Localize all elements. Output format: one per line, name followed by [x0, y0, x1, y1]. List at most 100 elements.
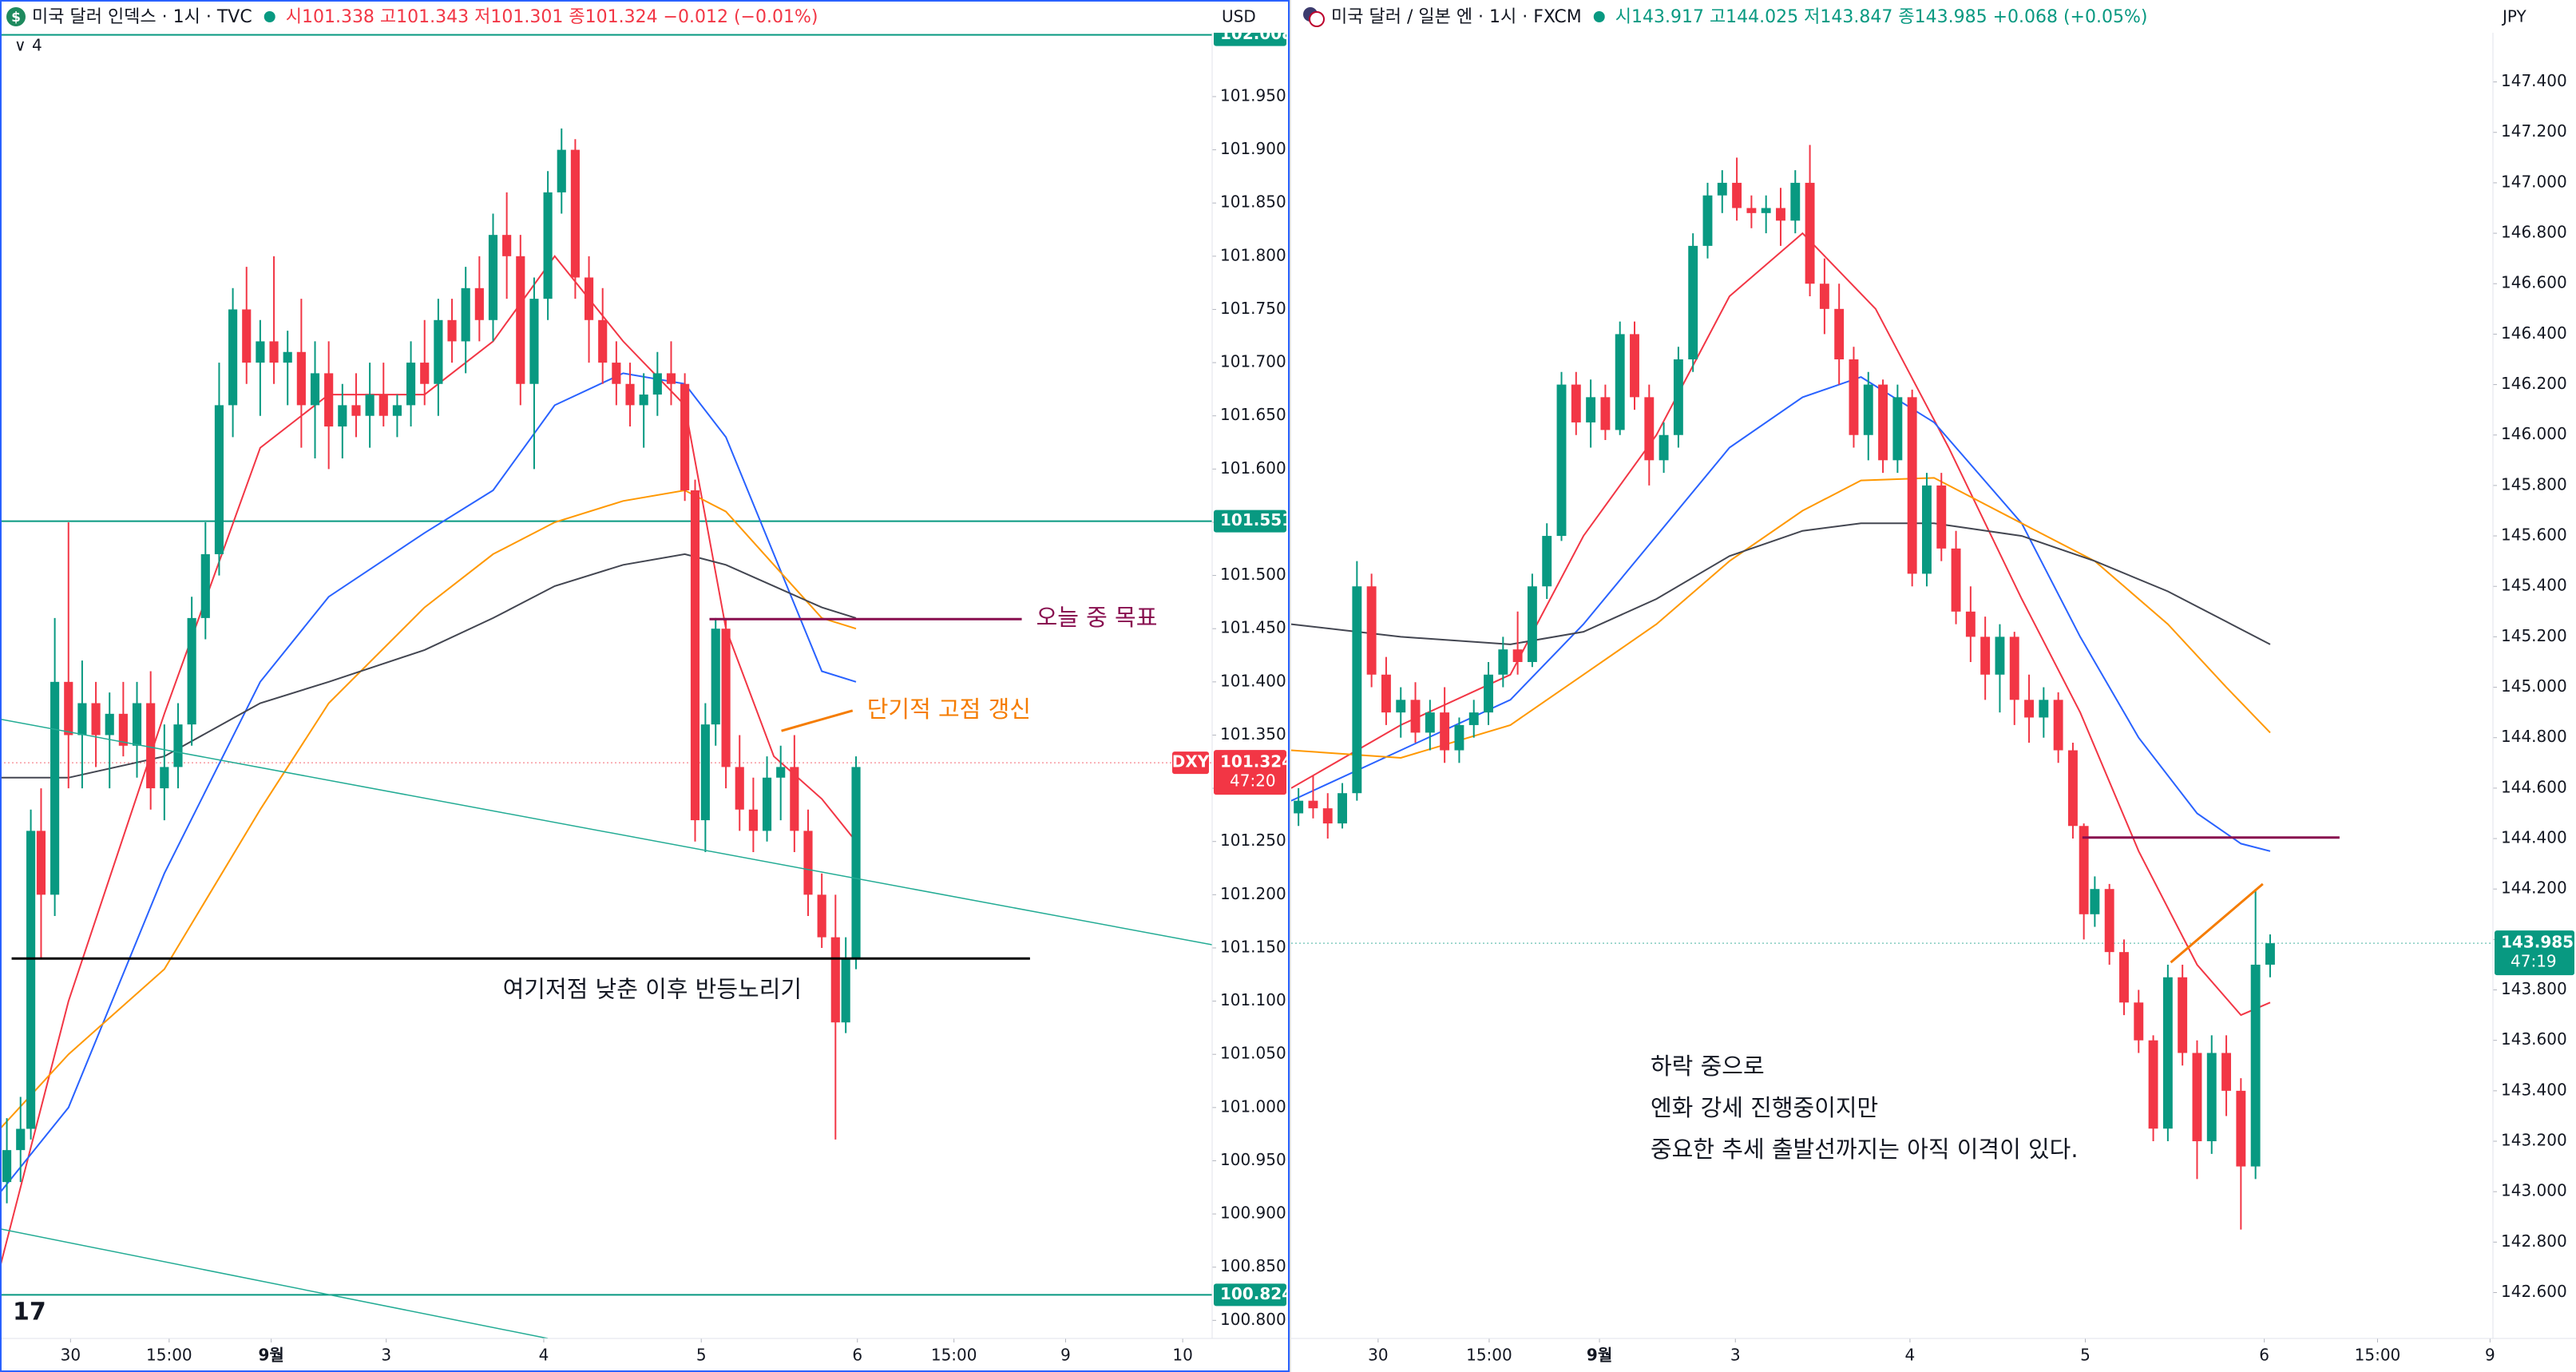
candle-body — [1761, 208, 1771, 213]
candle-body — [2134, 1002, 2144, 1041]
currency-selector[interactable]: JPY — [2501, 7, 2527, 26]
y-tick-label: 101.900 — [1220, 139, 1286, 158]
candle-body — [173, 724, 183, 767]
candle-body — [1746, 208, 1757, 213]
x-tick-label: 30 — [1368, 1346, 1388, 1365]
candle-body — [1922, 485, 1932, 574]
candle-body — [283, 351, 292, 363]
x-tick-label: 5 — [696, 1346, 707, 1365]
candle-body — [242, 309, 252, 363]
y-tick-label: 101.150 — [1220, 937, 1286, 956]
candle-body — [146, 703, 156, 789]
moving-average — [0, 489, 857, 1130]
candle-body — [2236, 1090, 2246, 1167]
candle-body — [2148, 1040, 2158, 1129]
candle-body — [50, 681, 60, 895]
plot-area — [0, 34, 1212, 1338]
candle-body — [1717, 182, 1727, 196]
candle-body — [776, 767, 786, 778]
candle-body — [502, 235, 512, 256]
candle-body — [625, 383, 635, 406]
trend-line — [0, 718, 1212, 946]
candle-body — [711, 629, 720, 725]
candle-body — [2079, 826, 2089, 914]
candle-body — [1819, 284, 1829, 309]
trend-line — [0, 1228, 549, 1338]
candle-body — [652, 373, 662, 395]
candle-body — [1995, 636, 2005, 675]
header — [1291, 0, 2576, 33]
y-tick-label: 101.850 — [1220, 192, 1286, 212]
candle-body — [851, 767, 861, 959]
candle-body — [516, 256, 525, 384]
status-dot — [264, 11, 275, 22]
candle-body — [1907, 397, 1917, 574]
candle-body — [584, 277, 594, 320]
candle-body — [1805, 182, 1815, 284]
annotation: 여기저점 낮춘 이후 반등노리기 — [503, 975, 803, 1002]
y-tick-label: 101.350 — [1220, 724, 1286, 743]
symbol-icon — [6, 7, 26, 26]
candle-body — [351, 405, 361, 416]
candle-body — [160, 767, 169, 789]
x-tick-label: 3 — [1730, 1346, 1741, 1365]
y-tick-label: 144.200 — [2501, 878, 2567, 898]
candle-body — [1498, 649, 1508, 675]
x-tick-label: 4 — [539, 1346, 549, 1365]
currency-selector[interactable]: USD — [1222, 7, 1256, 26]
candle-body — [735, 767, 744, 810]
candle-body — [2192, 1053, 2202, 1142]
candle-body — [296, 351, 306, 406]
candle-body — [1702, 195, 1713, 246]
candle-body — [1776, 208, 1785, 221]
annotation: 오늘 중 목표 — [1036, 604, 1158, 631]
x-tick-label: 9월 — [258, 1346, 283, 1365]
candle-body — [2221, 1053, 2232, 1091]
y-tick-label: 101.500 — [1220, 565, 1286, 584]
candle-body — [529, 299, 539, 384]
candle-body — [666, 373, 676, 384]
y-tick-label: 144.800 — [2501, 727, 2567, 746]
trend-line — [2170, 882, 2264, 964]
level-label-bg — [1214, 510, 1286, 533]
y-tick-label: 101.200 — [1220, 884, 1286, 903]
ohlc-values: 시101.338 고101.343 저101.301 종101.324 −0.0… — [286, 7, 818, 27]
candle-body — [1294, 800, 1304, 814]
y-tick-label: 101.000 — [1220, 1096, 1286, 1116]
candle-body — [2265, 943, 2275, 965]
candle-body — [2206, 1053, 2217, 1142]
y-tick-label: 145.400 — [2501, 576, 2567, 595]
y-tick-label: 142.800 — [2501, 1231, 2567, 1251]
annotation: 단기적 고점 갱신 — [867, 696, 1031, 723]
candle-body — [748, 809, 758, 831]
candle-body — [1980, 636, 1991, 675]
candle-body — [830, 937, 840, 1023]
y-tick-label: 100.900 — [1220, 1203, 1286, 1223]
indicator-toggle: ∨ — [14, 36, 26, 55]
status-dot — [1593, 11, 1605, 22]
chart-title: 미국 달러 인덱스 · 1시 · TVC — [32, 7, 252, 27]
note-text: 하락 중으로 — [1651, 1053, 1765, 1080]
candle-body — [1425, 712, 1435, 733]
candle-body — [1410, 700, 1421, 733]
moving-average — [1291, 522, 2271, 645]
candle-body — [1396, 700, 1406, 713]
y-tick-label: 143.200 — [2501, 1131, 2567, 1150]
y-tick-label: 145.800 — [2501, 474, 2567, 494]
candle-body — [2090, 889, 2100, 914]
candle-body — [2053, 700, 2063, 751]
y-tick-label: 101.750 — [1220, 299, 1286, 318]
x-tick-label: 4 — [1905, 1346, 1916, 1365]
candle-body — [1951, 548, 1961, 612]
candle-body — [570, 149, 580, 278]
candle-body — [118, 713, 128, 746]
candle-body — [2162, 977, 2173, 1129]
x-tick-label: 15:00 — [931, 1346, 977, 1365]
candle-body — [1556, 384, 1567, 537]
candle-body — [1308, 800, 1318, 809]
note-text: 중요한 추세 출발선까지는 아직 이격이 있다. — [1651, 1136, 2079, 1163]
candle-body — [1542, 536, 1552, 587]
y-tick-label: 101.700 — [1220, 352, 1286, 371]
y-tick-label: 146.200 — [2501, 374, 2567, 393]
